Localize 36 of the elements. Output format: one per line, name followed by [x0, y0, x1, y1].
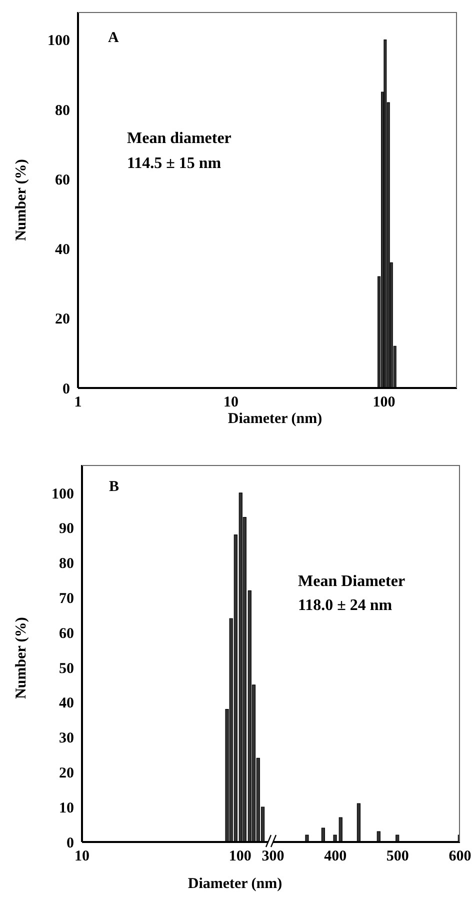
y-axis-title: Number (%): [14, 159, 30, 241]
y-tick-label: 70: [59, 590, 74, 607]
y-tick-label: 60: [59, 626, 74, 642]
y-tick-label: 40: [55, 242, 70, 258]
x-tick-label: 500: [386, 848, 409, 865]
annotation: A: [108, 30, 119, 47]
x-tick-label: 600: [448, 848, 472, 865]
y-tick-label: 30: [59, 730, 74, 747]
y-tick-label: 100: [48, 33, 70, 50]
x-axis-title: Diameter (nm): [228, 411, 322, 428]
x-tick-label: 300: [262, 848, 284, 865]
y-tick-label: 20: [59, 766, 74, 782]
y-tick-label: 80: [59, 556, 74, 572]
annotation: B: [109, 479, 120, 496]
x-tick-label: 100: [372, 394, 396, 411]
y-tick-label: 80: [55, 102, 70, 119]
annotation: Mean Diameter: [298, 573, 406, 591]
annotation: Mean diameter: [127, 130, 232, 148]
y-axis-title: Number (%): [14, 617, 30, 699]
annotation: 118.0 ± 24 nm: [298, 597, 392, 615]
x-tick-label: 10: [74, 848, 90, 865]
x-tick-label: 10: [224, 394, 238, 411]
annotation: 114.5 ± 15 nm: [127, 155, 222, 173]
y-tick-label: 60: [55, 172, 70, 188]
y-tick-label: 0: [66, 835, 74, 852]
y-tick-label: 100: [52, 486, 74, 502]
x-tick-label: 400: [324, 848, 347, 865]
y-tick-label: 40: [59, 696, 74, 712]
x-axis-title: Diameter (nm): [188, 876, 282, 893]
x-tick-label: 1: [74, 394, 82, 411]
y-tick-label: 0: [62, 381, 70, 398]
y-tick-label: 20: [55, 312, 70, 328]
y-tick-label: 90: [59, 521, 74, 538]
x-tick-label: 100: [228, 848, 252, 865]
y-tick-label: 50: [59, 660, 74, 677]
y-tick-label: 10: [59, 800, 74, 816]
